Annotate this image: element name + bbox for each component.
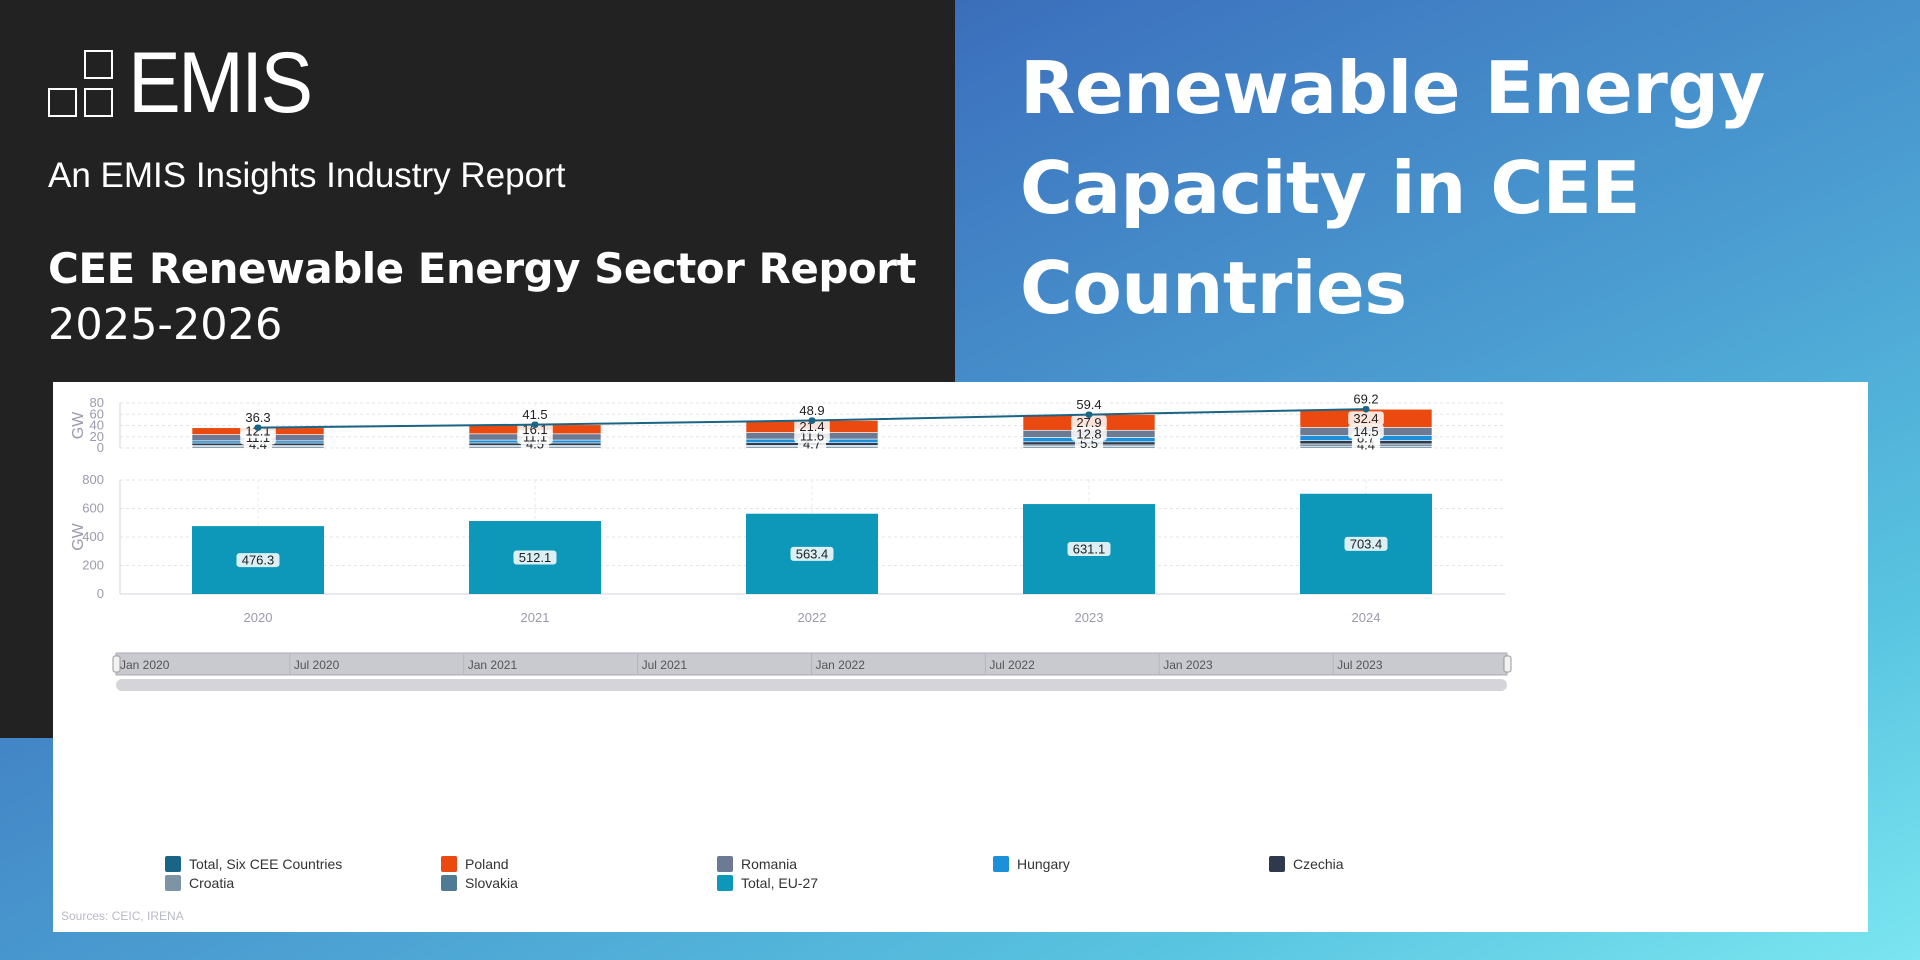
total-cee-label: 69.2	[1353, 392, 1378, 407]
chart-svg: 020406080GW4.44.54.75.54.48.711.111.111.…	[70, 392, 1512, 691]
report-years: 2025-2026	[48, 300, 283, 350]
x-category-label: 2022	[798, 610, 827, 625]
total-cee-label-bg	[1071, 397, 1107, 412]
segment-label-romania-bg	[1348, 424, 1384, 439]
legend-label: Slovakia	[465, 875, 518, 891]
top-ytick-label: 60	[90, 406, 104, 421]
segment-label-romania: 14.5	[1353, 424, 1378, 439]
x-category-label: 2020	[244, 610, 273, 625]
report-title: CEE Renewable Energy Sector Report	[48, 244, 917, 293]
legend-swatch	[717, 875, 733, 891]
bottom-ytick-label: 800	[82, 472, 104, 487]
x-category-label: 2024	[1352, 610, 1381, 625]
total-cee-label-bg	[1348, 392, 1384, 407]
eu27-bar-label-bg	[236, 553, 280, 568]
top-ytick-label: 80	[90, 395, 104, 410]
navigator-label: Jul 2022	[989, 658, 1035, 672]
navigator-handle-left	[112, 655, 121, 673]
x-category-label: 2023	[1075, 610, 1104, 625]
segment-label-poland-bg	[517, 422, 553, 437]
navigator-label: Jul 2021	[642, 658, 688, 672]
total-cee-point	[808, 416, 816, 424]
segment-label-poland-bg	[1348, 411, 1384, 426]
legend-item[interactable]: Total, EU-27	[717, 875, 818, 891]
top-ylabel: GW	[70, 411, 87, 439]
segment-label-romania-bg	[1071, 426, 1107, 441]
navigator-label: Jul 2023	[1337, 658, 1383, 672]
segment-label-poland-bg	[794, 419, 830, 434]
top-ytick-label: 20	[90, 429, 104, 444]
eu27-bar-label-bg	[1067, 542, 1111, 557]
navigator-label: Jan 2022	[816, 658, 866, 672]
report-subtitle: An EMIS Insights Industry Report	[48, 156, 566, 195]
logo-text: EMIS	[128, 35, 313, 131]
legend-item[interactable]: Romania	[717, 856, 797, 872]
segment-label-poland: 27.9	[1076, 415, 1101, 430]
legend-label: Total, EU-27	[741, 875, 819, 891]
bottom-ytick-label: 400	[82, 529, 104, 544]
total-cee-point	[1362, 405, 1370, 413]
segment-label-romania: 12.8	[1076, 426, 1101, 441]
chart-card: 020406080GW4.44.54.75.54.48.711.111.111.…	[53, 382, 1868, 932]
eu27-bar-label: 563.4	[796, 546, 829, 561]
legend-label: Czechia	[1293, 856, 1344, 872]
eu27-bar-label: 476.3	[242, 553, 275, 568]
total-cee-label: 59.4	[1076, 397, 1101, 412]
x-category-label: 2021	[521, 610, 550, 625]
legend-label: Poland	[465, 856, 509, 872]
bottom-ytick-label: 600	[82, 501, 104, 516]
legend-swatch	[441, 856, 457, 872]
legend-item[interactable]: Croatia	[165, 875, 234, 891]
legend-item[interactable]: Czechia	[1269, 856, 1344, 872]
hero-title: Renewable Energy Capacity in CEE Countri…	[1020, 46, 1765, 330]
total-cee-label-bg	[517, 407, 553, 422]
total-cee-label-bg	[794, 403, 830, 418]
legend-label: Total, Six CEE Countries	[189, 856, 343, 872]
legend-swatch	[1269, 856, 1285, 872]
segment-label-poland: 21.4	[799, 419, 824, 434]
bottom-ytick-label: 0	[97, 586, 104, 601]
eu27-bar-label: 512.1	[519, 550, 552, 565]
chart-sources: Sources: CEIC, IRENA	[61, 909, 184, 923]
legend-item[interactable]: Total, Six CEE Countries	[165, 856, 342, 872]
legend-swatch	[165, 875, 181, 891]
eu27-bar-label-bg	[1344, 536, 1388, 551]
logo-grid-icon	[48, 50, 116, 120]
legend-label: Croatia	[189, 875, 235, 891]
legend-label: Romania	[741, 856, 798, 872]
legend-item[interactable]: Slovakia	[441, 875, 518, 891]
navigator-handle-right	[1503, 655, 1512, 673]
legend-item[interactable]: Poland	[441, 856, 509, 872]
eu27-bar-label: 703.4	[1350, 536, 1383, 551]
bottom-ylabel: GW	[70, 522, 87, 550]
eu27-bar-label-bg	[513, 550, 557, 565]
emis-logo: EMIS	[48, 35, 326, 131]
segment-label-poland: 32.4	[1353, 411, 1378, 426]
legend-swatch	[165, 856, 181, 872]
top-ytick-label: 40	[90, 418, 104, 433]
top-ytick-label: 0	[97, 440, 104, 455]
legend-swatch	[993, 856, 1009, 872]
total-cee-label: 48.9	[799, 403, 824, 418]
total-cee-point	[531, 421, 539, 429]
eu27-bar-label: 631.1	[1073, 542, 1106, 557]
navigator-label: Jan 2023	[1163, 658, 1213, 672]
navigator-label: Jan 2020	[120, 658, 170, 672]
legend-swatch	[717, 856, 733, 872]
legend-item[interactable]: Hungary	[993, 856, 1070, 872]
legend-swatch	[441, 875, 457, 891]
segment-label-poland-bg	[1071, 415, 1107, 430]
navigator-label: Jan 2021	[468, 658, 518, 672]
bottom-ytick-label: 200	[82, 558, 104, 573]
legend-label: Hungary	[1017, 856, 1070, 872]
navigator-scrollbar	[116, 679, 1507, 691]
eu27-bar-label-bg	[790, 546, 834, 561]
total-cee-point	[1085, 411, 1093, 419]
total-cee-label: 41.5	[522, 407, 547, 422]
navigator-label: Jul 2020	[294, 658, 340, 672]
total-cee-label: 36.3	[245, 410, 270, 425]
total-cee-label-bg	[240, 410, 276, 425]
total-cee-point	[254, 424, 262, 432]
